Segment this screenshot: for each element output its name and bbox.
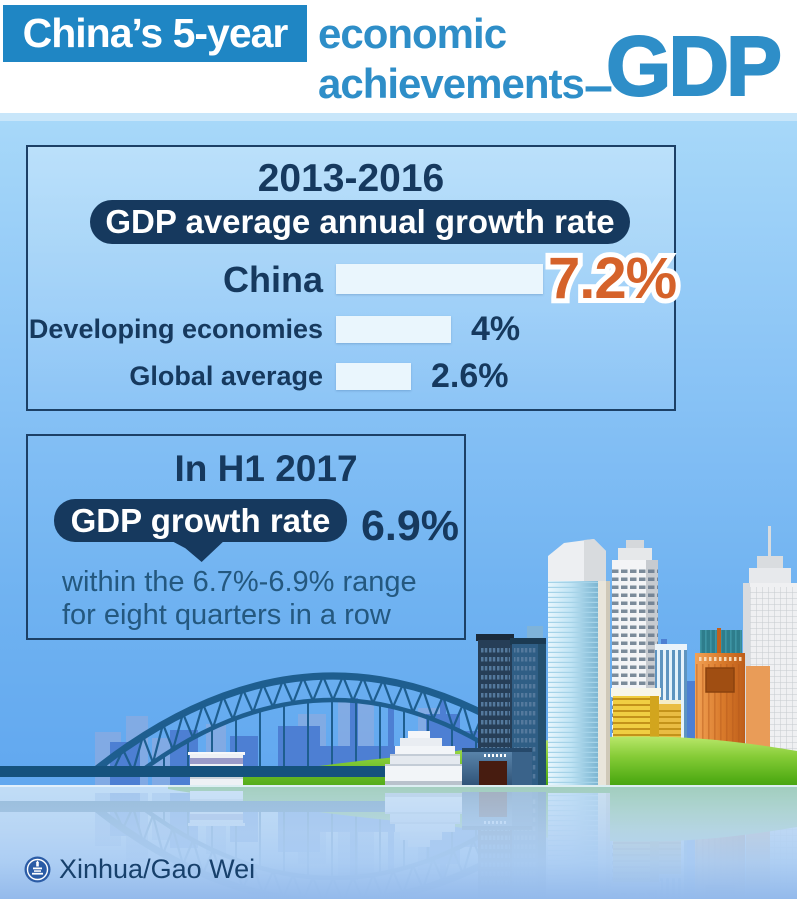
range-note-line2: for eight quarters in a row: [62, 599, 391, 631]
value-developing: 4%: [471, 310, 521, 348]
bar-china: [336, 264, 543, 294]
bar-global: [336, 363, 411, 390]
gdp-growth-chart-panel: 2013-2016 GDP average annual growth rate…: [26, 145, 682, 411]
bar-label-developing: Developing economies: [28, 314, 323, 344]
chart-period: 2013-2016: [257, 157, 445, 200]
growth-rate-value: 6.9%: [361, 502, 460, 550]
panel-period: In H1 2017: [174, 448, 358, 489]
header-divider: [0, 113, 797, 121]
brand-text: China’s 5-year: [22, 10, 289, 56]
industrial-building: [462, 748, 532, 786]
white-layered-building: [385, 731, 465, 785]
credit: Xinhua/Gao Wei: [24, 854, 255, 884]
brand-box: China’s 5-year: [3, 5, 307, 62]
bar-developing: [336, 316, 451, 343]
waterline: [0, 785, 797, 787]
bar-label-china: China: [222, 259, 323, 300]
header: China’s 5-year economic achievements – G…: [0, 0, 797, 115]
skyline-illustration: [0, 526, 797, 793]
bar-label-global: Global average: [129, 361, 323, 391]
h1-2017-panel: In H1 2017 GDP growth rate 6.9% within t…: [26, 434, 466, 640]
value-global: 2.6%: [431, 357, 509, 395]
growth-rate-pill: GDP growth rate: [54, 499, 347, 542]
water-reflection: [0, 785, 797, 899]
xinhua-logo-icon: [24, 856, 51, 882]
range-note-line1: within the 6.7%-6.9% range: [62, 566, 417, 598]
water-overlay: [0, 785, 797, 899]
credit-text: Xinhua/Gao Wei: [59, 853, 256, 884]
pill-tail: [168, 539, 226, 562]
glass-tower: [548, 539, 610, 785]
title-accent-gdp: GDP: [605, 18, 783, 114]
chart-title-pill: GDP average annual growth rate: [90, 200, 630, 244]
title-line-1: economic: [318, 10, 507, 57]
growth-rate-label: GDP growth rate: [70, 501, 331, 539]
title-dash: –: [584, 57, 613, 115]
title-line-2: achievements: [318, 60, 585, 107]
range-note: within the 6.7%-6.9% range for eight qua…: [62, 566, 417, 632]
bridge-deck: [0, 766, 482, 777]
chart-title: GDP average annual growth rate: [105, 203, 615, 240]
